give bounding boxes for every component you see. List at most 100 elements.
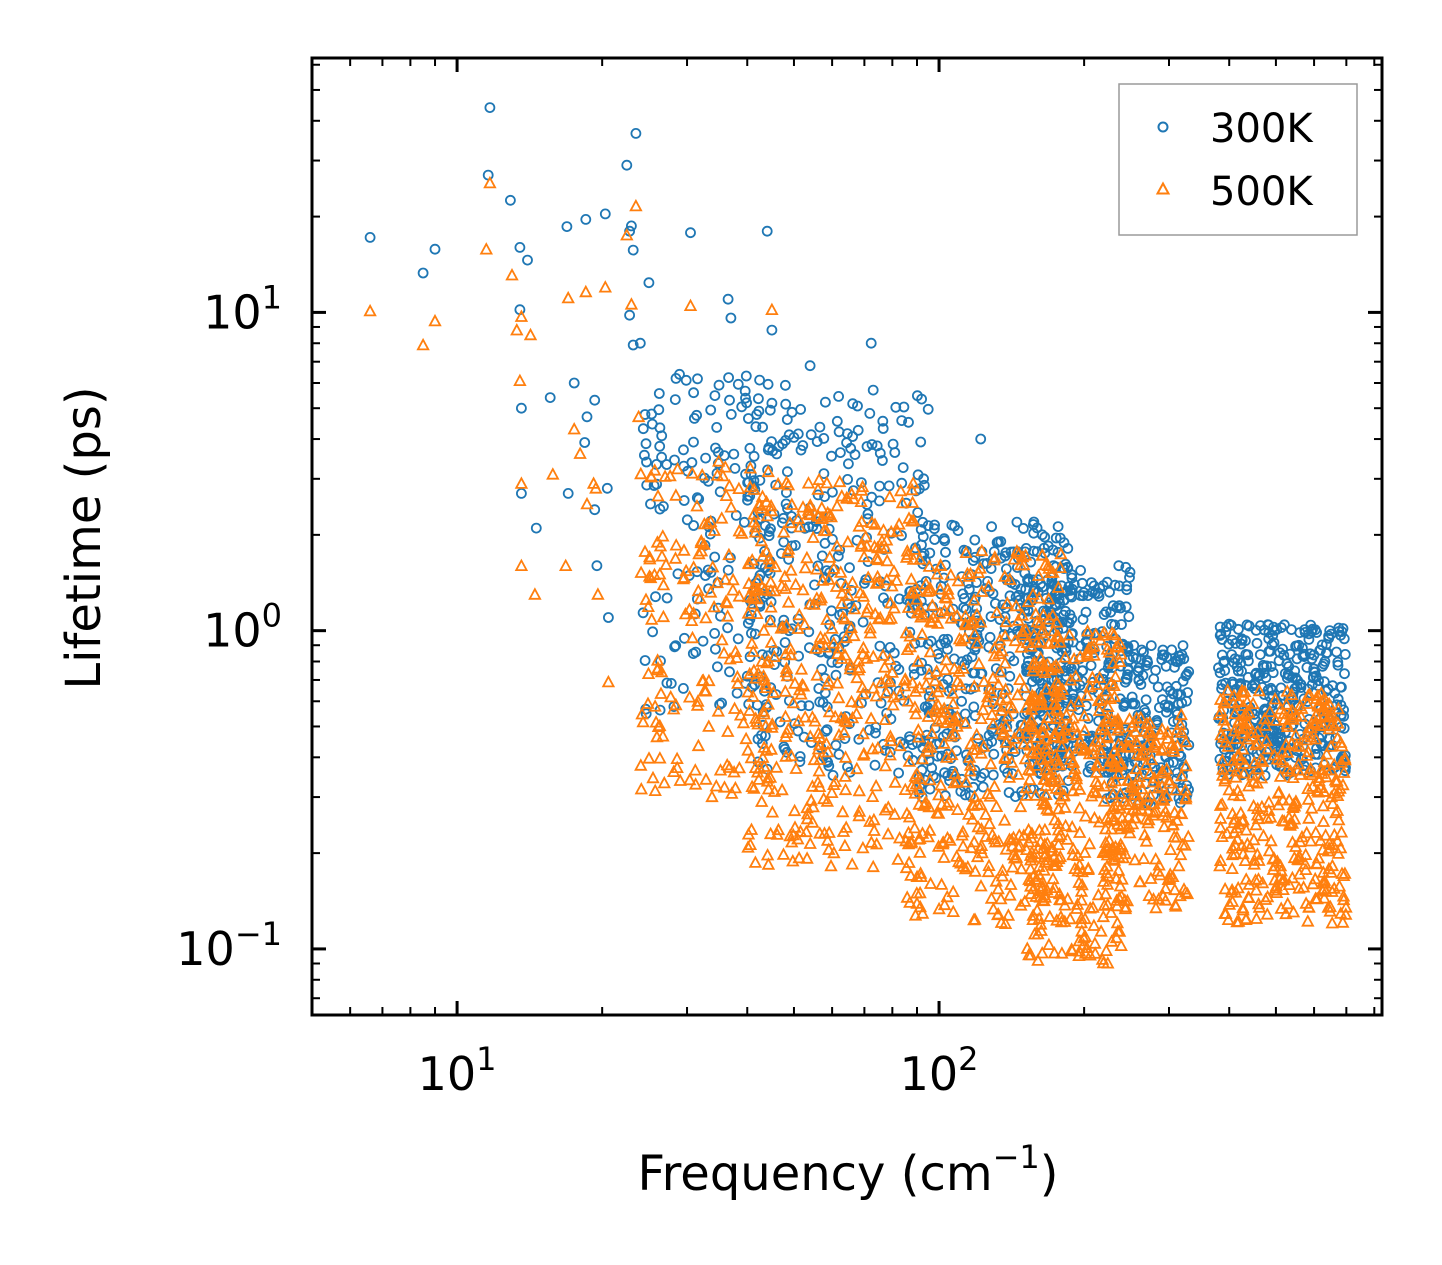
data-point-500k [959, 545, 973, 558]
data-point-500k [1088, 946, 1102, 959]
data-point-500k [505, 268, 519, 281]
data-point-500k [883, 733, 898, 747]
data-point-500k [800, 851, 814, 864]
data-point-500k [822, 550, 837, 563]
data-point-500k [811, 482, 825, 495]
data-point-500k [1146, 738, 1161, 751]
data-point-500k [656, 729, 670, 742]
data-point-500k [820, 612, 834, 625]
data-point-500k [1271, 786, 1286, 799]
data-point-500k [939, 652, 954, 666]
data-point-500k [1282, 792, 1296, 806]
data-point-500k [845, 575, 860, 588]
data-point-300k [1291, 653, 1303, 665]
data-point-500k [931, 684, 945, 698]
data-point-300k [1113, 560, 1125, 572]
data-point-500k [863, 621, 877, 634]
data-point-500k [933, 582, 947, 595]
data-point-500k [792, 519, 807, 533]
data-point-500k [879, 685, 894, 699]
data-point-300k [812, 489, 824, 501]
data-point-500k [1071, 741, 1085, 754]
data-point-500k [1002, 770, 1017, 783]
data-point-500k [1107, 689, 1122, 703]
data-point-500k [986, 671, 1000, 684]
data-point-500k [835, 596, 849, 609]
data-point-300k [504, 194, 516, 206]
data-point-500k [1275, 873, 1290, 886]
data-point-500k [792, 607, 807, 621]
data-point-500k [1029, 730, 1043, 743]
data-point-300k [982, 576, 993, 587]
data-point-300k [688, 436, 699, 448]
legend-marker-500k [1155, 181, 1171, 195]
data-point-300k [761, 225, 773, 237]
data-point-500k [1098, 886, 1113, 900]
data-point-500k [946, 884, 960, 897]
data-point-500k [483, 175, 497, 189]
data-point-500k [946, 904, 961, 917]
data-point-500k [981, 579, 996, 592]
data-point-500k [651, 489, 665, 502]
data-point-300k [929, 519, 940, 531]
data-point-300k [1306, 679, 1318, 690]
data-point-500k [1021, 822, 1036, 836]
data-point-500k [998, 682, 1013, 695]
data-point-500k [1214, 727, 1228, 741]
data-point-500k [416, 337, 430, 351]
data-point-500k [1015, 624, 1030, 638]
data-point-500k [748, 525, 763, 538]
data-point-300k [754, 374, 765, 386]
data-point-500k [1106, 847, 1121, 860]
data-point-300k [1100, 606, 1112, 618]
data-point-500k [822, 842, 836, 855]
data-point-500k [817, 826, 832, 839]
data-point-500k [956, 839, 970, 852]
data-point-300k [1294, 627, 1306, 638]
data-point-500k [958, 631, 972, 644]
data-point-500k [752, 772, 766, 785]
data-point-500k [1162, 773, 1176, 786]
data-point-500k [1013, 672, 1027, 685]
data-point-500k [1004, 833, 1019, 846]
data-point-500k [1217, 713, 1231, 726]
data-point-500k [786, 854, 800, 867]
data-point-500k [1324, 718, 1339, 731]
data-point-500k [998, 629, 1012, 642]
data-point-300k [1262, 619, 1274, 630]
data-point-500k [999, 735, 1013, 748]
data-point-300k [990, 598, 1001, 609]
data-point-500k [1291, 757, 1306, 770]
data-point-500k [864, 711, 878, 724]
data-point-500k [1331, 701, 1346, 715]
data-point-300k [1015, 583, 1027, 595]
data-point-500k [1274, 864, 1289, 877]
data-point-300k [1140, 694, 1152, 706]
data-point-500k [761, 782, 776, 795]
data-point-300k [857, 616, 869, 628]
data-point-500k [756, 750, 770, 763]
data-point-500k [1140, 716, 1154, 729]
data-point-500k [812, 472, 826, 485]
data-point-500k [1104, 809, 1118, 822]
data-point-500k [656, 577, 671, 591]
data-point-500k [1316, 814, 1331, 827]
data-point-500k [1302, 687, 1317, 700]
data-point-300k [732, 633, 744, 645]
data-point-500k [1140, 737, 1155, 750]
data-point-300k [429, 243, 441, 255]
data-point-500k [1036, 797, 1051, 810]
data-point-500k [1018, 751, 1033, 765]
legend-label-500k: 500K [1210, 169, 1314, 215]
data-point-300k [1219, 743, 1230, 755]
data-point-300k [1250, 625, 1262, 636]
data-point-500k [994, 891, 1008, 905]
data-point-500k [964, 840, 978, 854]
data-point-500k [1147, 770, 1162, 784]
data-point-500k [1106, 787, 1120, 800]
data-point-500k [1013, 557, 1028, 571]
data-point-300k [925, 635, 937, 647]
data-point-500k [1099, 842, 1114, 855]
data-point-500k [878, 803, 893, 816]
data-point-500k [852, 804, 867, 817]
